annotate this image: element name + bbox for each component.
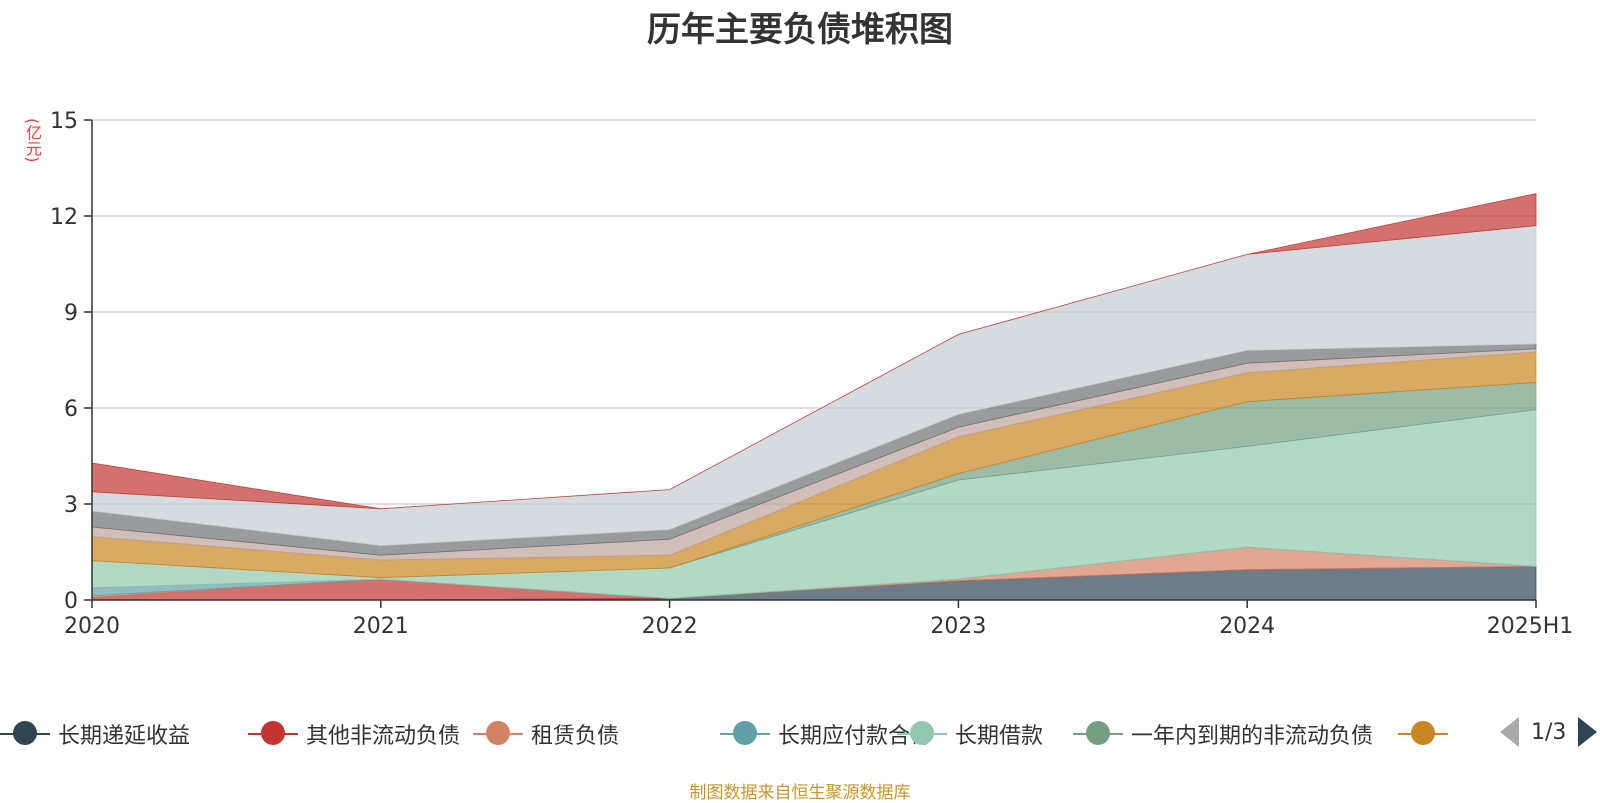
legend-item[interactable]: 长期递延收益 — [0, 714, 190, 754]
y-tick-label: 3 — [64, 493, 78, 518]
legend-item[interactable]: 长期应付款合计 — [720, 714, 932, 754]
legend-marker-icon — [248, 721, 298, 747]
legend-label: 长期应付款合计 — [778, 724, 933, 749]
legend-label: 长期递延收益 — [58, 724, 191, 749]
x-tick-label: 2020 — [64, 614, 120, 639]
legend-marker-icon — [720, 721, 770, 747]
legend-item[interactable]: 租赁负债 — [473, 714, 619, 754]
y-tick-label: 12 — [50, 205, 78, 230]
area-series-10[interactable] — [91, 193, 1537, 510]
y-tick-label: 0 — [64, 589, 78, 614]
y-tick-label: 9 — [64, 301, 78, 326]
pager-page-indicator: 1/3 — [1531, 719, 1567, 745]
x-tick-label: 2022 — [642, 614, 698, 639]
x-tick-label: 2021 — [353, 614, 409, 639]
x-tick-label: 2023 — [930, 614, 986, 639]
legend-marker-icon — [0, 721, 50, 747]
legend-label: 租赁负债 — [531, 724, 620, 749]
chart-title: 历年主要负债堆积图 — [647, 10, 953, 50]
x-tick-label: 2025H1 — [1487, 614, 1574, 639]
legend-item[interactable]: 长期借款 — [897, 714, 1043, 754]
legend-label: 一年内到期的非流动负债 — [1131, 724, 1374, 749]
legend: 长期递延收益 其他非流动负债 租赁负债 长期应付款合计 长期借款 一年内到期的非流动负债 — [0, 714, 1600, 754]
axes: 0 3 6 9 12 15 2020 2021 2022 2023 2024 2025H1 — [50, 109, 1573, 639]
legend-pager: 1/3 — [1500, 712, 1598, 752]
stacked-area-chart: 0 3 6 9 12 15 2020 2021 2022 2023 2024 2025H1 — [50, 109, 1573, 639]
legend-label: 长期借款 — [955, 724, 1044, 749]
legend-item[interactable]: 其他非流动负债 — [248, 714, 460, 754]
source-note: 制图数据来自恒生聚源数据库 — [689, 783, 911, 803]
legend-item[interactable] — [1398, 714, 1456, 754]
pager-next-icon[interactable] — [1578, 717, 1598, 747]
pager-prev-icon[interactable] — [1500, 717, 1519, 747]
legend-label: 其他非流动负债 — [306, 724, 461, 749]
legend-item[interactable]: 一年内到期的非流动负债 — [1073, 714, 1373, 754]
legend-marker-icon — [897, 721, 947, 747]
legend-marker-icon — [1073, 721, 1123, 747]
legend-marker-icon — [473, 721, 523, 747]
y-tick-label: 15 — [50, 109, 78, 134]
x-tick-label: 2024 — [1219, 614, 1275, 639]
y-axis-unit-label: (亿元) — [23, 118, 42, 163]
legend-marker-icon — [1398, 721, 1448, 747]
y-tick-label: 6 — [64, 397, 78, 422]
area-series-layer[interactable] — [91, 193, 1537, 601]
